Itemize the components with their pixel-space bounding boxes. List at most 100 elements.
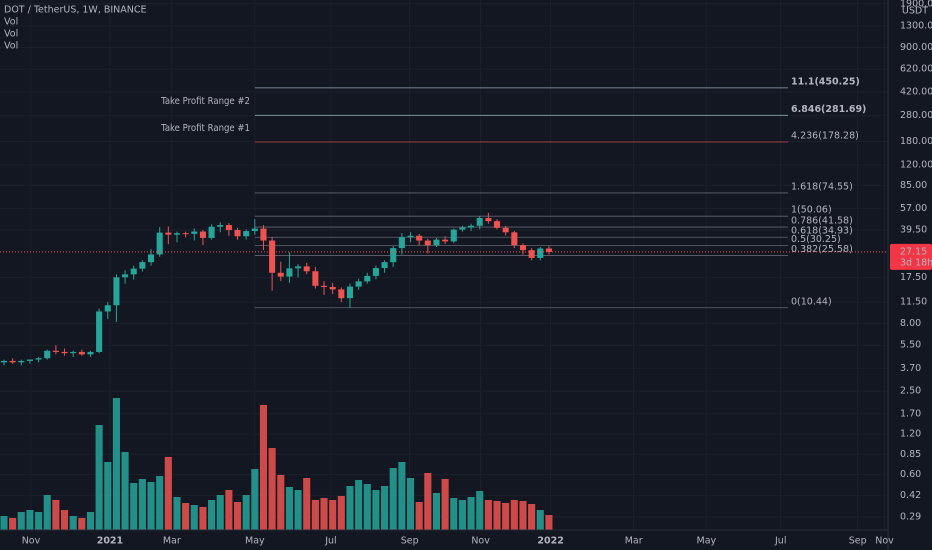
indicator-label: Vol [4,17,18,28]
volume-bar [259,405,268,530]
volume-bar [502,503,510,530]
volume-bar [9,518,17,530]
volume-bar [35,512,43,530]
volume-bar [355,480,363,530]
x-tick-label: Mar [163,536,181,547]
y-tick-label: 57.00 [900,203,927,214]
x-tick-label: May [697,536,717,547]
y-tick-label: 3.70 [900,363,921,374]
candle-body [269,240,276,273]
candle-body [225,225,232,231]
candle-body [70,351,77,354]
chart-title: DOT / TetherUS, 1W, BINANCE [4,5,147,16]
candle-body [346,286,354,299]
candle-body [519,245,527,251]
volume-bar [130,483,138,530]
candle-body [528,250,535,258]
volume-bar [86,512,95,530]
y-tick-label: 1.70 [900,408,921,419]
fib-label: 0.786(41.58) [791,216,853,227]
y-tick-label: 0.85 [900,449,921,460]
candle-body [381,262,388,269]
x-tick-label: 2021 [97,536,123,547]
x-tick-label: Nov [875,536,894,547]
candle-body [416,235,423,241]
candle-body [450,229,457,242]
candle-body [199,231,206,238]
y-tick-label: 180.00 [900,136,932,147]
volume-bar [182,503,190,530]
x-tick-label: Jul [324,536,336,547]
candle-body [18,360,25,363]
candle-body [355,281,362,287]
candle-body [424,240,431,246]
y-tick-label: 1.20 [900,429,921,440]
volume-bar [225,490,233,530]
y-tick-label: 11.50 [900,297,927,308]
candle-body [286,268,293,277]
volume-bar [277,475,285,530]
volume-bar [519,501,527,530]
volume-bar [173,497,181,530]
y-tick-label: 620.00 [900,64,932,75]
fib-label: 1(50.06) [791,205,832,216]
volume-bar [112,398,120,530]
candle-body [148,254,155,263]
volume-bar [216,495,224,530]
volume-bar [164,457,172,530]
volume-bar [26,510,34,530]
volume-bar [156,476,164,530]
fib-label: 4.236(178.28) [791,131,859,142]
candle-body [364,275,371,282]
candle-body [459,227,466,230]
y-tick-label: 39.50 [900,225,927,236]
volume-bar [476,491,484,530]
volume-bar [242,495,250,530]
volume-bar [432,493,441,530]
x-tick-label: Mar [625,536,643,547]
volume-bar [467,497,475,530]
volume-bar [121,452,129,530]
candle-body [320,285,328,287]
candle-body [537,248,544,258]
volume-bar [398,462,406,530]
fib-label: 6.846(281.69) [791,104,866,115]
volume-bar [337,496,345,530]
indicator-label: Vol [4,41,18,52]
y-tick-label: 85.00 [900,180,927,191]
volume-bar [528,504,536,530]
volume-bar [147,482,155,530]
candle-body [78,351,85,355]
candle-body [52,350,59,352]
candle-body [545,248,552,252]
fib-label: 11.1(450.25) [791,76,860,87]
y-tick-label: 2.50 [900,386,921,397]
y-tick-label: 0.60 [900,469,921,480]
x-tick-label: Nov [22,536,41,547]
candle-body [407,235,414,238]
candle-body [35,358,42,360]
volume-bar [363,484,371,530]
annotation: Take Profit Range #1 [160,123,250,134]
volume-bar [406,478,415,530]
candle-body [243,231,250,237]
x-tick-label: May [245,536,265,547]
volume-bar [415,502,423,530]
y-tick-label: 420.00 [900,86,932,97]
y-tick-label: 280.00 [900,110,932,121]
candle-body [139,262,146,269]
candle-body [0,360,8,363]
candle-body [502,227,509,233]
candle-body [476,218,483,226]
y-tick-label: 5.50 [900,340,921,351]
plot: 11.1(450.25) 6.846(281.69) 4.236(178.28) 1.… [0,76,866,530]
candle-body [122,274,129,278]
volume-bar [510,500,518,530]
fib-label: 0(10.44) [791,296,832,307]
volume-bar [43,495,51,530]
volume-bar [199,507,207,530]
candle-body [303,266,310,272]
candle-body [338,289,345,299]
